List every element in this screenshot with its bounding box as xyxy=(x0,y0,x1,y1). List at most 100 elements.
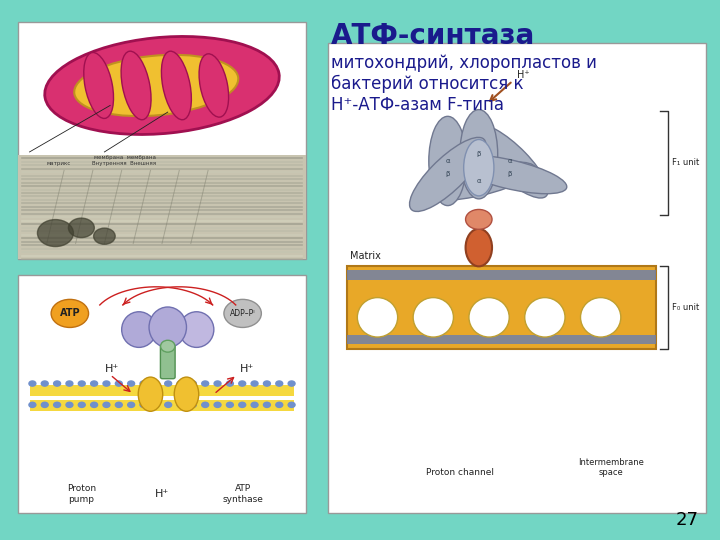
Circle shape xyxy=(91,402,98,408)
Circle shape xyxy=(91,381,98,386)
Ellipse shape xyxy=(422,162,536,200)
Circle shape xyxy=(140,381,147,386)
Ellipse shape xyxy=(45,37,279,134)
Circle shape xyxy=(78,402,85,408)
Text: H⁺: H⁺ xyxy=(240,364,254,374)
Ellipse shape xyxy=(149,307,186,347)
Circle shape xyxy=(214,381,221,386)
Bar xyxy=(30,400,294,411)
Bar xyxy=(346,271,657,280)
Bar xyxy=(346,335,657,345)
Text: ATP: ATP xyxy=(60,308,80,319)
Ellipse shape xyxy=(410,137,486,212)
Circle shape xyxy=(103,402,110,408)
Text: H⁺: H⁺ xyxy=(155,489,169,499)
Circle shape xyxy=(103,381,110,386)
Circle shape xyxy=(202,381,209,386)
Ellipse shape xyxy=(74,55,238,116)
Bar xyxy=(18,22,306,259)
Bar xyxy=(18,275,306,513)
Bar xyxy=(346,266,657,349)
Ellipse shape xyxy=(464,139,494,196)
Circle shape xyxy=(264,381,271,386)
Circle shape xyxy=(66,402,73,408)
Circle shape xyxy=(214,402,221,408)
Circle shape xyxy=(466,210,492,230)
Circle shape xyxy=(276,381,283,386)
Text: Proton
pump: Proton pump xyxy=(67,484,96,504)
Circle shape xyxy=(226,381,233,386)
FancyBboxPatch shape xyxy=(161,342,175,379)
Text: Внутренняя  Внешняя: Внутренняя Внешняя xyxy=(92,161,157,166)
Text: F₀ unit: F₀ unit xyxy=(672,303,699,312)
Ellipse shape xyxy=(174,377,199,411)
Ellipse shape xyxy=(460,110,498,199)
Text: β: β xyxy=(508,171,512,178)
Circle shape xyxy=(239,402,246,408)
Ellipse shape xyxy=(469,298,509,337)
Text: митохондрий, хлоропластов и
бактерий относится к
Н⁺-АТФ-азам F-типа: митохондрий, хлоропластов и бактерий отн… xyxy=(331,54,597,114)
Ellipse shape xyxy=(472,124,548,198)
Circle shape xyxy=(165,402,171,408)
Circle shape xyxy=(29,402,36,408)
Circle shape xyxy=(37,220,73,247)
Text: ATP
synthase: ATP synthase xyxy=(222,484,263,504)
Text: β: β xyxy=(446,171,450,178)
Text: α: α xyxy=(508,158,512,164)
Text: Proton channel: Proton channel xyxy=(426,468,494,477)
Circle shape xyxy=(78,381,85,386)
Bar xyxy=(30,384,294,396)
Text: ADP–Pᴵ: ADP–Pᴵ xyxy=(230,309,256,318)
Circle shape xyxy=(127,381,135,386)
Circle shape xyxy=(140,402,147,408)
Circle shape xyxy=(177,402,184,408)
Ellipse shape xyxy=(179,312,214,347)
Text: H⁺: H⁺ xyxy=(517,70,529,80)
Circle shape xyxy=(165,381,171,386)
Circle shape xyxy=(127,402,135,408)
Circle shape xyxy=(189,381,197,386)
Circle shape xyxy=(224,299,261,327)
Circle shape xyxy=(177,381,184,386)
Circle shape xyxy=(251,402,258,408)
Circle shape xyxy=(288,381,295,386)
Ellipse shape xyxy=(161,340,175,352)
Bar xyxy=(328,43,706,513)
Text: 27: 27 xyxy=(675,511,698,529)
Circle shape xyxy=(189,402,197,408)
Ellipse shape xyxy=(357,298,397,337)
Text: H⁺: H⁺ xyxy=(104,364,119,374)
Circle shape xyxy=(288,402,295,408)
Circle shape xyxy=(51,299,89,327)
Text: β: β xyxy=(477,151,481,157)
Ellipse shape xyxy=(199,54,229,117)
Ellipse shape xyxy=(525,298,565,337)
Circle shape xyxy=(66,381,73,386)
Circle shape xyxy=(41,402,48,408)
Circle shape xyxy=(68,218,94,238)
Circle shape xyxy=(115,381,122,386)
Text: мембрана  мембрана: мембрана мембрана xyxy=(94,155,156,160)
Ellipse shape xyxy=(121,51,151,120)
Text: Matrix: Matrix xyxy=(351,251,381,261)
Ellipse shape xyxy=(429,116,467,206)
Circle shape xyxy=(29,381,36,386)
Circle shape xyxy=(94,228,115,244)
Text: матрикс: матрикс xyxy=(46,161,71,166)
Circle shape xyxy=(153,402,159,408)
Text: α: α xyxy=(477,178,481,184)
Ellipse shape xyxy=(138,377,163,411)
Circle shape xyxy=(53,381,60,386)
Text: α: α xyxy=(446,158,450,164)
Ellipse shape xyxy=(580,298,621,337)
Ellipse shape xyxy=(84,52,114,118)
Circle shape xyxy=(41,381,48,386)
Text: Intermembrane
space: Intermembrane space xyxy=(578,458,644,477)
Circle shape xyxy=(264,402,271,408)
Bar xyxy=(18,154,306,259)
Circle shape xyxy=(153,381,159,386)
Ellipse shape xyxy=(466,229,492,266)
Ellipse shape xyxy=(161,51,192,120)
Circle shape xyxy=(226,402,233,408)
Text: F₁ unit: F₁ unit xyxy=(672,159,699,167)
